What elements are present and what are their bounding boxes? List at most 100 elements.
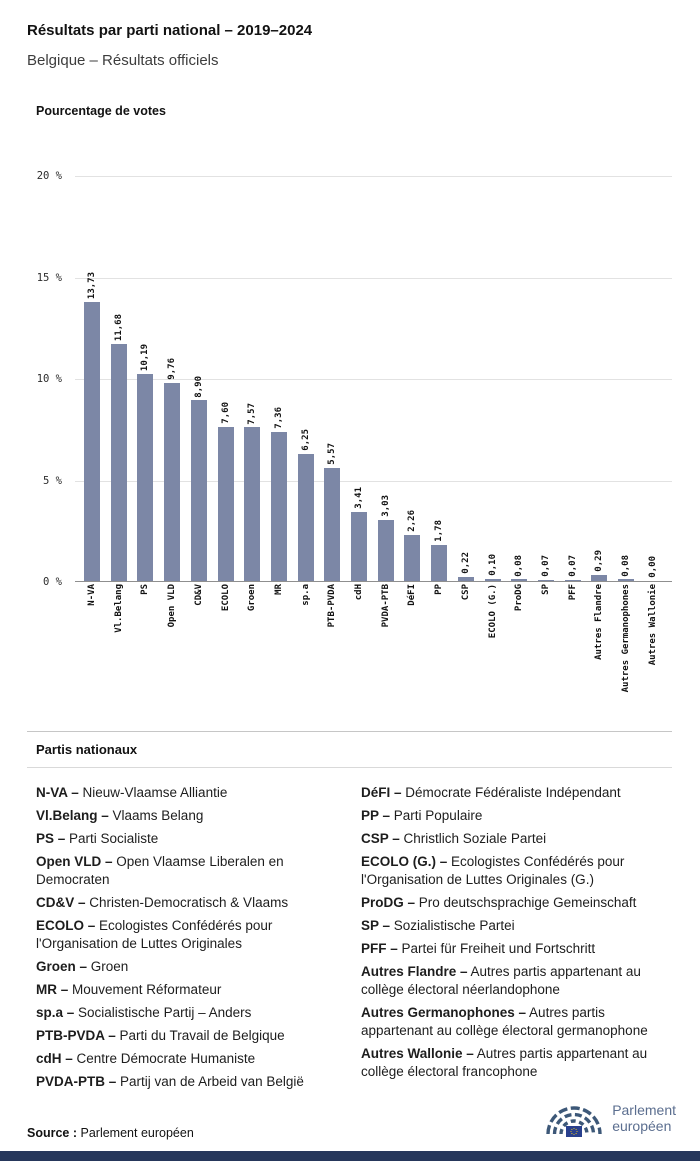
bar[interactable] — [244, 427, 261, 581]
x-axis-label: Autres Flandre — [594, 584, 605, 660]
party-abbr: PVDA-PTB – — [36, 1074, 117, 1089]
bar[interactable] — [511, 579, 528, 581]
party-abbr: Groen – — [36, 959, 88, 974]
x-label-slot: Autres Flandre — [586, 584, 612, 718]
bar[interactable] — [217, 426, 234, 581]
page-subtitle: Belgique – Résultats officiels — [27, 52, 219, 69]
gridline — [75, 379, 672, 380]
x-axis-label: ECOLO (G.) — [487, 584, 498, 639]
bar[interactable] — [537, 579, 554, 581]
party-definition: CSP – Christlich Soziale Partei — [361, 830, 672, 848]
bar[interactable] — [377, 519, 394, 581]
bar[interactable] — [270, 431, 287, 581]
plot-area: 13,73 11,68 10,19 9,76 8,90 7,60 7,57 7,36 6,25 5… — [75, 176, 672, 582]
bar[interactable] — [137, 374, 154, 581]
bar[interactable] — [484, 578, 501, 581]
bar-value-label: 6,25 — [300, 429, 311, 452]
bar-value-label: 0,08 — [514, 554, 525, 577]
bar[interactable] — [564, 579, 581, 581]
bar-column: 0,08 — [613, 555, 639, 581]
bar-column: 0,00 — [640, 556, 666, 581]
party-definition: ECOLO (G.) – Ecologistes Confédérés pour… — [361, 853, 672, 889]
source-label: Source : — [27, 1126, 78, 1140]
bar[interactable] — [164, 382, 181, 581]
x-axis-label: PFF — [567, 584, 578, 601]
party-name: Christlich Soziale Partei — [399, 831, 547, 846]
party-name: Démocrate Fédéraliste Indépendant — [401, 785, 621, 800]
bar[interactable] — [84, 302, 100, 581]
bar[interactable] — [457, 576, 474, 581]
logo-word-line2: européen — [612, 1118, 672, 1134]
bar-value-label: 0,29 — [594, 550, 605, 573]
bar[interactable] — [351, 511, 368, 581]
source-text: Parlement européen — [80, 1126, 194, 1140]
bar-column: 7,60 — [213, 402, 239, 581]
bar[interactable] — [324, 467, 341, 581]
party-name: Christen-Democratisch & Vlaams — [85, 895, 289, 910]
party-name: Parti Populaire — [390, 808, 483, 823]
party-definition: MR – Mouvement Réformateur — [36, 981, 347, 999]
party-abbr: Autres Germanophones – — [361, 1005, 527, 1020]
bar[interactable] — [297, 454, 314, 581]
party-legend: Partis nationaux N-VA – Nieuw-Vlaamse Al… — [27, 731, 672, 1096]
x-axis-label: sp.a — [300, 584, 311, 606]
x-label-slot: PP — [426, 584, 452, 718]
bar-column: 0,29 — [586, 550, 612, 581]
bar-column: 10,19 — [132, 344, 158, 581]
party-definition: Autres Wallonie – Autres partis apparten… — [361, 1045, 672, 1081]
bar-value-label: 13,73 — [87, 272, 97, 300]
x-axis-label: PS — [140, 584, 151, 595]
party-name: Vlaams Belang — [108, 808, 204, 823]
party-abbr: PFF – — [361, 941, 398, 956]
party-name: Centre Démocrate Humaniste — [72, 1051, 256, 1066]
x-label-slot: PTB-PVDA — [319, 584, 345, 718]
party-name: Ecologistes Confédérés pour l'Organisati… — [36, 918, 273, 951]
bar-column: 6,25 — [293, 429, 319, 581]
party-definition: ECOLO – Ecologistes Confédérés pour l'Or… — [36, 917, 347, 953]
bar[interactable] — [618, 579, 635, 581]
party-abbr: ECOLO – — [36, 918, 96, 933]
bar-column: 7,36 — [266, 407, 292, 581]
bar-value-label: 0,10 — [487, 554, 498, 576]
bar[interactable] — [431, 544, 448, 581]
party-name: Autres partis appartenant au collège éle… — [361, 1046, 648, 1079]
bar[interactable] — [110, 343, 127, 581]
x-axis-label: MR — [273, 584, 284, 595]
party-name: Autres partis appartenant au collège éle… — [361, 964, 641, 997]
bar-column: 1,78 — [426, 520, 452, 581]
party-name: Socialistische Partij – Anders — [74, 1005, 252, 1020]
y-axis-tick-label: 0 % — [43, 576, 62, 588]
x-axis-label: Groen — [247, 584, 258, 612]
y-axis-tick-label: 15 % — [36, 271, 62, 284]
logo-wordmark: Parlement européen — [612, 1102, 676, 1134]
party-definition: sp.a – Socialistische Partij – Anders — [36, 1004, 347, 1022]
bar-value-label: 0,07 — [540, 554, 551, 577]
bar-value-label: 0,07 — [567, 554, 578, 577]
ep-hemicycle-icon — [546, 1106, 602, 1137]
party-name: Open Vlaamse Liberalen en Democraten — [36, 854, 284, 887]
bar-value-label: 2,26 — [407, 510, 418, 533]
bar-value-label: 7,57 — [247, 402, 258, 425]
bottom-bar — [0, 1151, 700, 1161]
x-label-slot: ECOLO — [213, 584, 239, 718]
party-abbr: sp.a – — [36, 1005, 75, 1020]
y-axis-tick-label: 5 % — [43, 474, 62, 487]
page-title: Résultats par parti national – 2019–2024 — [27, 22, 313, 39]
gridline — [75, 277, 672, 279]
party-definition: Vl.Belang – Vlaams Belang — [36, 807, 347, 825]
bar[interactable] — [591, 575, 608, 581]
bar[interactable] — [190, 400, 207, 581]
bar-column: 13,73 — [79, 272, 105, 581]
divider-top — [27, 731, 672, 732]
party-abbr: cdH – — [36, 1051, 73, 1066]
x-axis-label: ProDG — [514, 584, 525, 612]
bar[interactable] — [404, 535, 421, 581]
bar-value-label: 5,57 — [327, 443, 338, 465]
bar-value-label: 8,90 — [193, 375, 204, 398]
party-abbr: CD&V – — [36, 895, 86, 910]
legend-columns: N-VA – Nieuw-Vlaamse Alliantie Vl.Belang … — [27, 768, 672, 1096]
party-name: Parti du Travail de Belgique — [115, 1028, 285, 1043]
plot-column: 13,73 11,68 10,19 9,76 8,90 7,60 7,57 7,36 6,25 5… — [75, 176, 672, 718]
x-label-slot: cdH — [346, 584, 372, 718]
